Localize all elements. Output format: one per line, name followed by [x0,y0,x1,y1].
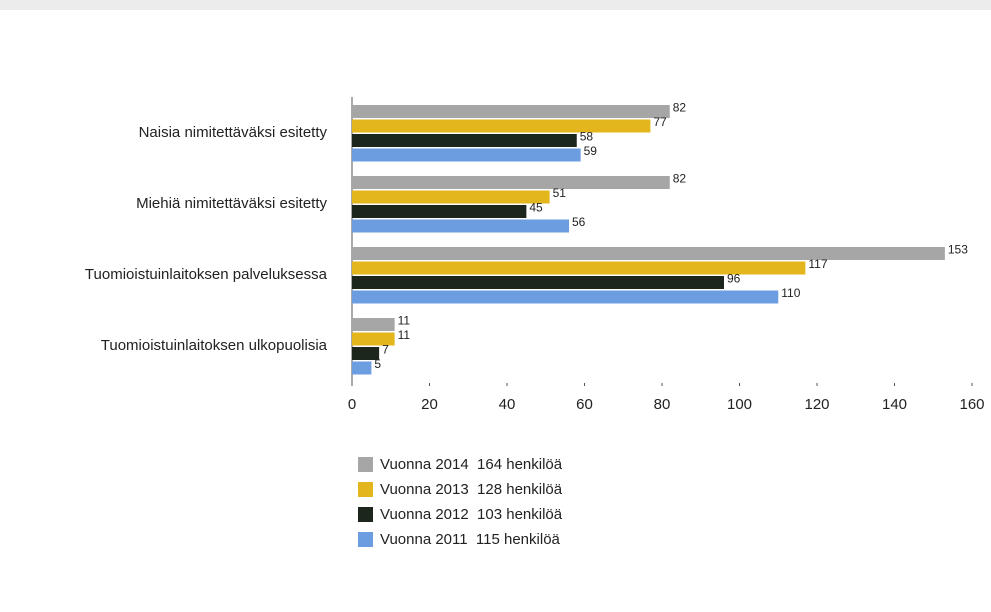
category-label: Tuomioistuinlaitoksen ulkopuolisia [101,337,328,354]
legend-label: Vuonna 2013 128 henkilöä [380,481,563,498]
bar [352,119,651,133]
value-label: 11 [398,328,411,342]
x-tick-label: 20 [421,396,438,413]
top-band [0,0,991,10]
value-label: 82 [673,172,687,186]
bar [352,276,724,289]
x-tick-label: 120 [804,396,829,413]
x-tick-label: 40 [499,396,516,413]
category-label: Naisia nimitettäväksi esitetty [139,124,328,141]
x-tick-label: 160 [959,396,984,413]
legend-label: Vuonna 2011 115 henkilöä [380,531,561,548]
x-tick-label: 60 [576,396,593,413]
value-label: 153 [948,243,968,257]
value-label: 110 [781,286,800,300]
bar [352,247,945,260]
value-label: 56 [572,215,586,229]
value-label: 7 [382,343,389,357]
x-tick-label: 0 [348,396,356,413]
bar [352,261,806,275]
value-label: 58 [580,130,594,144]
value-label: 96 [727,272,741,286]
legend-swatch [358,507,373,522]
value-label: 117 [808,257,827,271]
legend-swatch [358,457,373,472]
value-label: 11 [398,314,411,328]
value-label: 77 [653,115,667,129]
category-label: Miehiä nimitettäväksi esitetty [136,195,327,212]
bar [352,134,577,147]
value-label: 45 [529,201,543,215]
x-tick-label: 140 [882,396,907,413]
bar [352,347,380,360]
category-label: Tuomioistuinlaitoksen palveluksessa [85,266,328,283]
bar [352,205,527,218]
x-tick-label: 100 [727,396,752,413]
bar [352,332,395,346]
value-label: 59 [584,144,598,158]
bar [352,190,550,204]
value-label: 51 [553,186,567,200]
bar [352,361,372,375]
legend-label: Vuonna 2012 103 henkilöä [380,506,563,523]
legend-swatch [358,482,373,497]
legend-label: Vuonna 2014 164 henkilöä [380,456,563,473]
bar [352,176,670,189]
value-label: 82 [673,101,687,115]
value-label: 5 [374,357,381,371]
bar [352,318,395,331]
x-tick-label: 80 [654,396,671,413]
legend-swatch [358,532,373,547]
bar [352,105,670,118]
bar [352,290,779,304]
bar [352,219,569,233]
bar [352,148,581,162]
